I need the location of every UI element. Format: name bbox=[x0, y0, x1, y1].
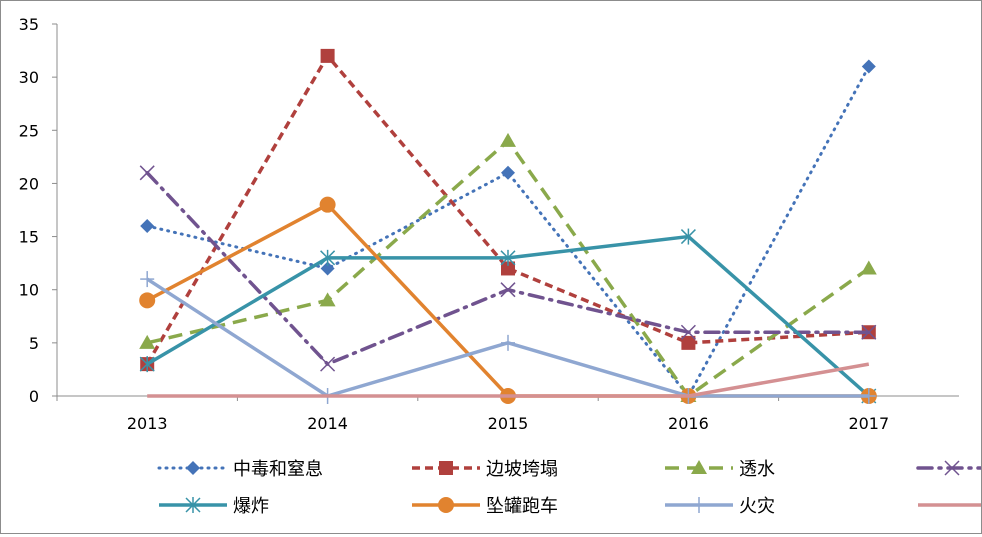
legend-item: 冒顶坍塌 bbox=[916, 460, 982, 476]
series-3 bbox=[139, 165, 877, 372]
diamond-marker bbox=[140, 218, 155, 233]
legend-item: 透水 bbox=[665, 459, 775, 480]
circle-marker bbox=[319, 196, 336, 213]
legend-item: 火灾 bbox=[665, 496, 775, 517]
y-tick-label: 5 bbox=[29, 334, 39, 353]
triangle-marker bbox=[139, 334, 156, 349]
legend-label: 坠罐跑车 bbox=[486, 496, 558, 517]
y-tick-label: 25 bbox=[19, 121, 39, 140]
diamond-marker bbox=[861, 59, 876, 74]
marker-stroke bbox=[320, 356, 336, 372]
x-marker bbox=[861, 324, 877, 340]
plus-marker bbox=[861, 388, 876, 404]
x-marker bbox=[944, 460, 960, 476]
square-marker bbox=[439, 461, 453, 475]
plus-marker bbox=[692, 497, 706, 513]
star-marker bbox=[680, 228, 696, 245]
marker-stroke bbox=[139, 165, 155, 181]
x-marker bbox=[500, 282, 516, 298]
legend-label: 透水 bbox=[739, 459, 775, 480]
axes: 0 5 10 15 20 25 30 35 2013 2014 2015 2016 2017 bbox=[19, 15, 959, 433]
marker-stroke bbox=[680, 324, 696, 340]
y-tick-label: 15 bbox=[19, 228, 39, 247]
square-marker bbox=[681, 335, 696, 350]
square-marker bbox=[320, 48, 335, 63]
star-marker bbox=[320, 249, 336, 266]
legend-label: 火灾 bbox=[739, 496, 775, 517]
diamond-marker bbox=[186, 461, 200, 475]
x-tick-label: 2015 bbox=[488, 414, 529, 433]
diamond-marker bbox=[320, 261, 335, 276]
triangle-marker bbox=[691, 460, 707, 474]
y-tick-label: 30 bbox=[19, 68, 39, 87]
plus-marker bbox=[140, 271, 155, 288]
legend-item: 爆炸 bbox=[159, 496, 269, 517]
y-tick-label: 20 bbox=[19, 174, 39, 193]
legend-item: 中毒和窒息 bbox=[157, 459, 323, 480]
legend-item: 边坡垮塌 bbox=[412, 459, 558, 480]
series-5 bbox=[139, 196, 877, 404]
legend-label: 边坡垮塌 bbox=[486, 459, 558, 480]
y-tick-label: 35 bbox=[19, 15, 39, 34]
series-line bbox=[145, 54, 869, 365]
circle-marker bbox=[139, 292, 156, 309]
series-4 bbox=[139, 228, 877, 404]
x-marker bbox=[320, 356, 336, 372]
triangle-marker bbox=[319, 292, 336, 307]
legend: 中毒和窒息 边坡垮塌 透水 冒顶坍塌爆炸 坠罐跑车 火灾 尾矿库溃坝 bbox=[157, 459, 982, 517]
legend-item: 坠罐跑车 bbox=[412, 496, 558, 517]
x-tick-label: 2014 bbox=[307, 414, 348, 433]
plus-marker bbox=[501, 334, 515, 351]
legend-item: 尾矿库溃坝 bbox=[918, 503, 982, 507]
series-line bbox=[147, 362, 870, 398]
x-tick-label: 2016 bbox=[668, 414, 709, 433]
series-0 bbox=[140, 59, 876, 403]
y-tick-label: 10 bbox=[19, 281, 39, 300]
marker-stroke bbox=[861, 324, 877, 340]
marker-stroke bbox=[500, 282, 516, 298]
series-7 bbox=[147, 362, 870, 398]
star-marker bbox=[139, 356, 155, 373]
legend-label: 中毒和窒息 bbox=[233, 459, 323, 480]
circle-marker bbox=[438, 497, 454, 513]
star-marker bbox=[500, 249, 516, 266]
x-marker bbox=[139, 165, 155, 181]
x-marker bbox=[680, 324, 696, 340]
series-1 bbox=[140, 48, 876, 372]
square-marker bbox=[501, 261, 515, 276]
legend-label: 爆炸 bbox=[233, 496, 269, 517]
triangle-marker bbox=[500, 132, 516, 147]
triangle-marker bbox=[860, 260, 877, 275]
series-lines bbox=[139, 48, 877, 404]
diamond-marker bbox=[501, 165, 515, 180]
x-tick-label: 2017 bbox=[848, 414, 889, 433]
star-marker bbox=[185, 497, 201, 513]
x-tick-label: 2013 bbox=[127, 414, 168, 433]
marker-stroke bbox=[944, 460, 960, 476]
y-tick-label: 0 bbox=[29, 387, 39, 406]
